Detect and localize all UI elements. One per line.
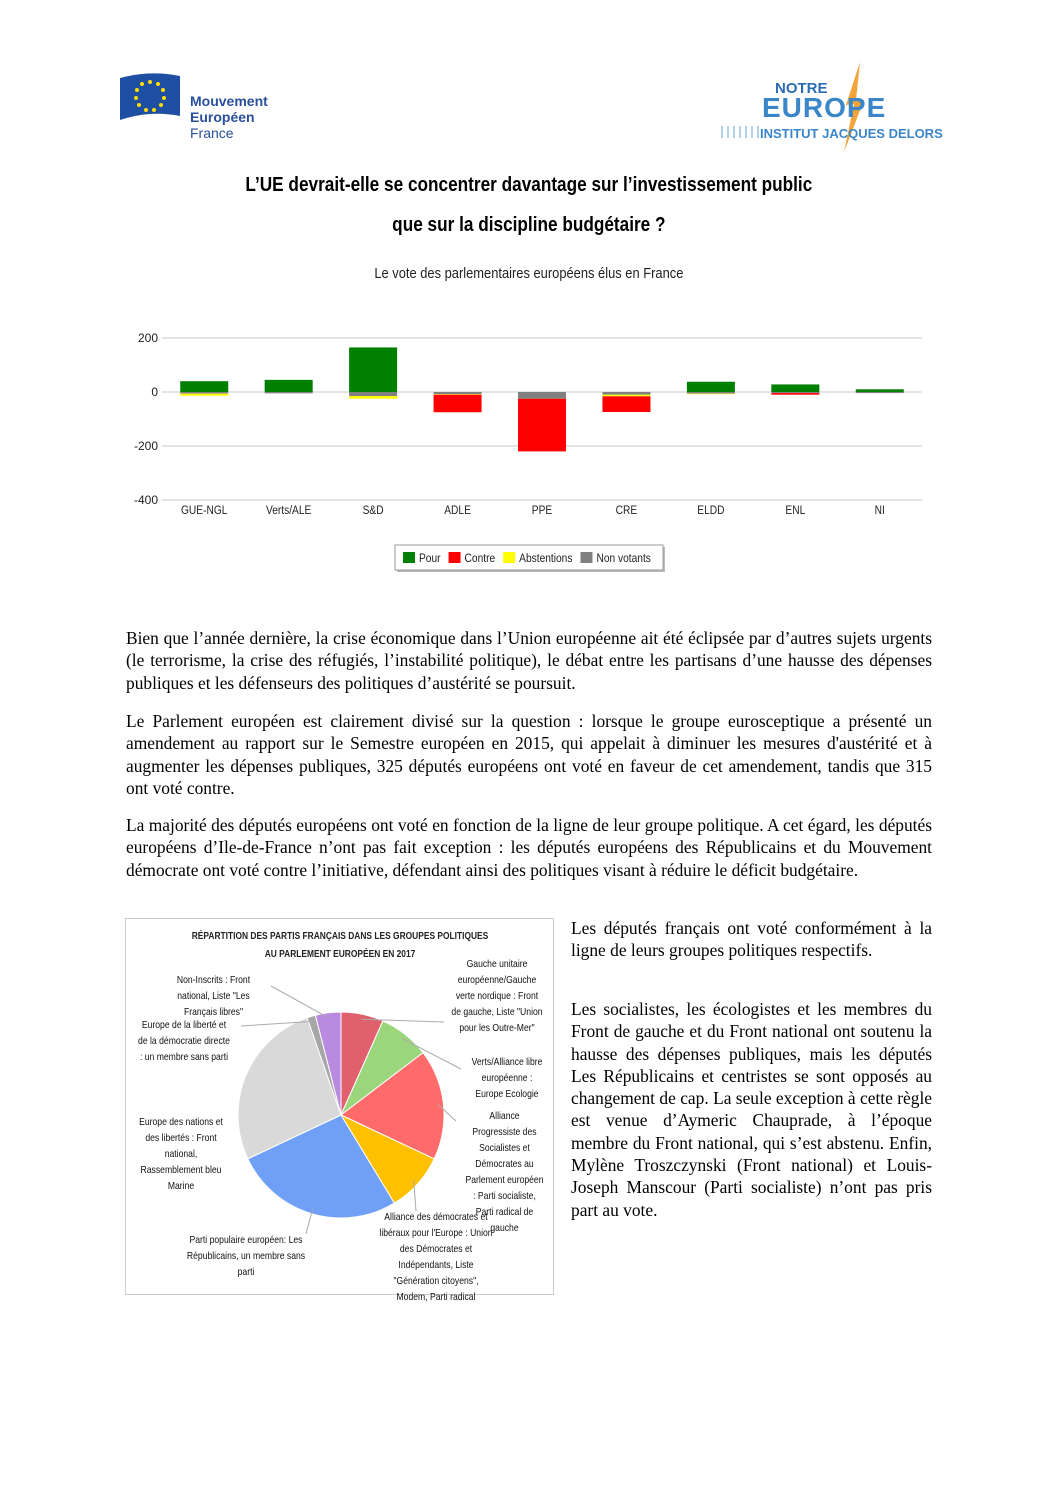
paragraph: La majorité des députés européens ont vo… [126, 815, 932, 880]
pie-label: Non-Inscrits : Front national, Liste "Le… [176, 974, 251, 1018]
bar [180, 393, 229, 396]
pie-slice [340, 1052, 445, 1160]
paragraph: Les députés français ont voté conforméme… [571, 918, 932, 961]
bar [771, 393, 820, 395]
leader-line [305, 1208, 314, 1235]
bar-chart: 200 0 -200 -400 GUE-NGL Verts/ALE S&D ADLE PPE CR… [134, 331, 922, 572]
x-tick-label: ADLE [444, 504, 471, 517]
bar [264, 379, 313, 392]
leader-line [401, 1037, 462, 1070]
legend-label: Contre [465, 552, 496, 565]
bar [518, 392, 566, 399]
bar [771, 392, 820, 394]
y-tick-label: 0 [151, 385, 158, 399]
pie-slice [314, 1011, 342, 1116]
title: L’UE devrait-elle se concentrer davantag… [245, 174, 813, 196]
paragraph: Le Parlement européen est clairement div… [126, 711, 932, 798]
bar [180, 392, 229, 394]
bar [602, 394, 651, 397]
logo-flag [120, 73, 180, 120]
legend-label: Pour [419, 552, 441, 565]
bar [686, 393, 735, 395]
bar [518, 398, 566, 452]
pie-chart-box: RÉPARTITION DES PARTIS FRANÇAIS DANS LES… [125, 918, 554, 1303]
pie-label: Gauche unitaire européenne/Gauche verte … [451, 958, 543, 1034]
pie-label: Parti populaire européen: Les Républicai… [186, 1234, 306, 1278]
legend-box [394, 544, 664, 571]
bar [855, 392, 904, 394]
bar [180, 381, 229, 392]
logo-text: NOTRE [775, 80, 828, 97]
paragraph: Bien que l’année dernière, la crise écon… [126, 628, 932, 693]
x-tick-label: NI [875, 504, 885, 517]
logo-bars [721, 126, 759, 138]
logo-flame [844, 62, 864, 152]
pie-label: Europe des nations et des libertés : Fro… [139, 1116, 223, 1192]
logo-text: INSTITUT JACQUES DELORS [760, 126, 943, 141]
pie-label: Europe de la liberté et de la démocratie… [138, 1019, 230, 1063]
bar [686, 381, 735, 392]
bar [349, 347, 398, 392]
x-tick-label: ENL [785, 504, 805, 517]
x-tick-label: PPE [532, 504, 552, 517]
legend-swatch [580, 552, 593, 563]
legend-label: Non votants [596, 552, 651, 565]
logo-text: EUROPE [762, 92, 887, 123]
bar [433, 392, 482, 395]
leader-line [240, 1020, 313, 1027]
paragraph: Les socialistes, les écologistes et les … [571, 999, 932, 1220]
y-tick-label: 200 [138, 331, 158, 345]
bar [433, 394, 482, 395]
chart-title: RÉPARTITION DES PARTIS FRANÇAIS DANS LES… [191, 930, 489, 960]
bar [771, 384, 820, 392]
logo-text: Mouvement [190, 93, 268, 109]
legend-label: Abstentions [519, 552, 573, 565]
x-tick-label: Verts/ALE [266, 504, 311, 517]
leader-line [413, 1180, 417, 1212]
logo-text: France [190, 125, 234, 141]
pie-label: Verts/Alliance libre européenne : Europe… [471, 1056, 543, 1100]
x-tick-label: S&D [363, 504, 384, 517]
bar [433, 394, 482, 413]
bar [264, 392, 313, 394]
pie-slice [237, 1017, 342, 1160]
left-logo: Mouvement Européen France [190, 93, 268, 141]
bar [349, 396, 398, 399]
legend-swatch [448, 552, 461, 563]
y-tick-label: -400 [134, 493, 158, 507]
x-tick-label: ELDD [697, 504, 724, 517]
title: que sur la discipline budgétaire ? [392, 214, 666, 236]
pie-label: Alliance Progressiste des Socialistes et… [465, 1110, 544, 1234]
legend-swatch [403, 552, 415, 563]
bar [602, 392, 651, 395]
leader-line [437, 1104, 457, 1122]
pie-label: Alliance des démocrates et libéraux pour… [379, 1211, 493, 1303]
pie-chart [237, 985, 462, 1235]
x-tick-label: GUE-NGL [181, 504, 227, 517]
leader-line [270, 985, 329, 1019]
bar [602, 396, 651, 412]
bar [349, 392, 398, 397]
x-tick-label: CRE [616, 504, 638, 517]
bar [855, 389, 904, 392]
y-tick-label: -200 [134, 439, 158, 453]
chart-subtitle: Le vote des parlementaires européens élu… [374, 265, 684, 282]
leader-line [361, 1018, 445, 1023]
bar [686, 392, 735, 394]
legend-swatch [503, 552, 516, 563]
logo-text: Européen [190, 109, 255, 125]
